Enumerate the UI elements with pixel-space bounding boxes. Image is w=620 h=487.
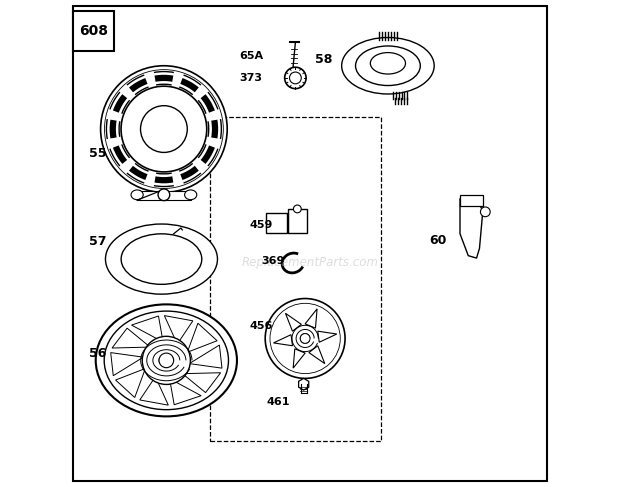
Bar: [73, 11, 114, 51]
Polygon shape: [131, 316, 163, 342]
Polygon shape: [112, 328, 150, 348]
Ellipse shape: [370, 53, 405, 74]
Circle shape: [265, 299, 345, 378]
Bar: [137, 191, 191, 200]
Circle shape: [100, 66, 227, 192]
Circle shape: [142, 337, 190, 384]
Circle shape: [285, 67, 306, 89]
Circle shape: [480, 207, 490, 217]
Ellipse shape: [185, 190, 197, 200]
Circle shape: [293, 205, 301, 213]
Bar: [460, 195, 484, 206]
Polygon shape: [318, 331, 337, 342]
Polygon shape: [293, 349, 305, 368]
Text: 373: 373: [239, 73, 262, 83]
Text: 459: 459: [249, 220, 273, 230]
Text: 60: 60: [429, 234, 446, 246]
Polygon shape: [273, 335, 293, 346]
Ellipse shape: [95, 304, 237, 416]
Bar: [210, 117, 381, 441]
Polygon shape: [182, 373, 221, 393]
Text: 65A: 65A: [239, 51, 264, 61]
Circle shape: [270, 303, 340, 374]
Circle shape: [121, 86, 206, 172]
Circle shape: [290, 72, 301, 84]
Ellipse shape: [105, 224, 218, 294]
Polygon shape: [187, 323, 217, 352]
Polygon shape: [111, 353, 143, 375]
Bar: [266, 213, 286, 233]
Ellipse shape: [342, 37, 434, 94]
Text: 369: 369: [261, 256, 285, 265]
Ellipse shape: [355, 46, 420, 86]
Text: 57: 57: [89, 235, 107, 247]
Text: 456: 456: [249, 321, 273, 331]
Polygon shape: [299, 378, 309, 390]
Polygon shape: [305, 309, 317, 328]
Circle shape: [159, 353, 174, 368]
Polygon shape: [285, 313, 301, 331]
Circle shape: [141, 106, 187, 152]
Text: 608: 608: [79, 24, 108, 38]
Polygon shape: [309, 346, 325, 364]
Ellipse shape: [104, 311, 229, 410]
Polygon shape: [164, 316, 193, 344]
Circle shape: [300, 334, 310, 343]
Ellipse shape: [131, 190, 143, 200]
Bar: [288, 209, 307, 233]
Polygon shape: [115, 369, 145, 397]
Text: ReplacementParts.com: ReplacementParts.com: [242, 257, 378, 269]
Text: 55: 55: [89, 147, 107, 160]
Circle shape: [158, 189, 170, 201]
Text: 56: 56: [89, 347, 107, 359]
Polygon shape: [170, 379, 201, 405]
Text: 461: 461: [266, 397, 290, 407]
Ellipse shape: [121, 234, 202, 284]
Polygon shape: [189, 345, 222, 368]
Polygon shape: [140, 377, 168, 405]
Polygon shape: [460, 199, 483, 258]
Text: 58: 58: [315, 53, 332, 66]
